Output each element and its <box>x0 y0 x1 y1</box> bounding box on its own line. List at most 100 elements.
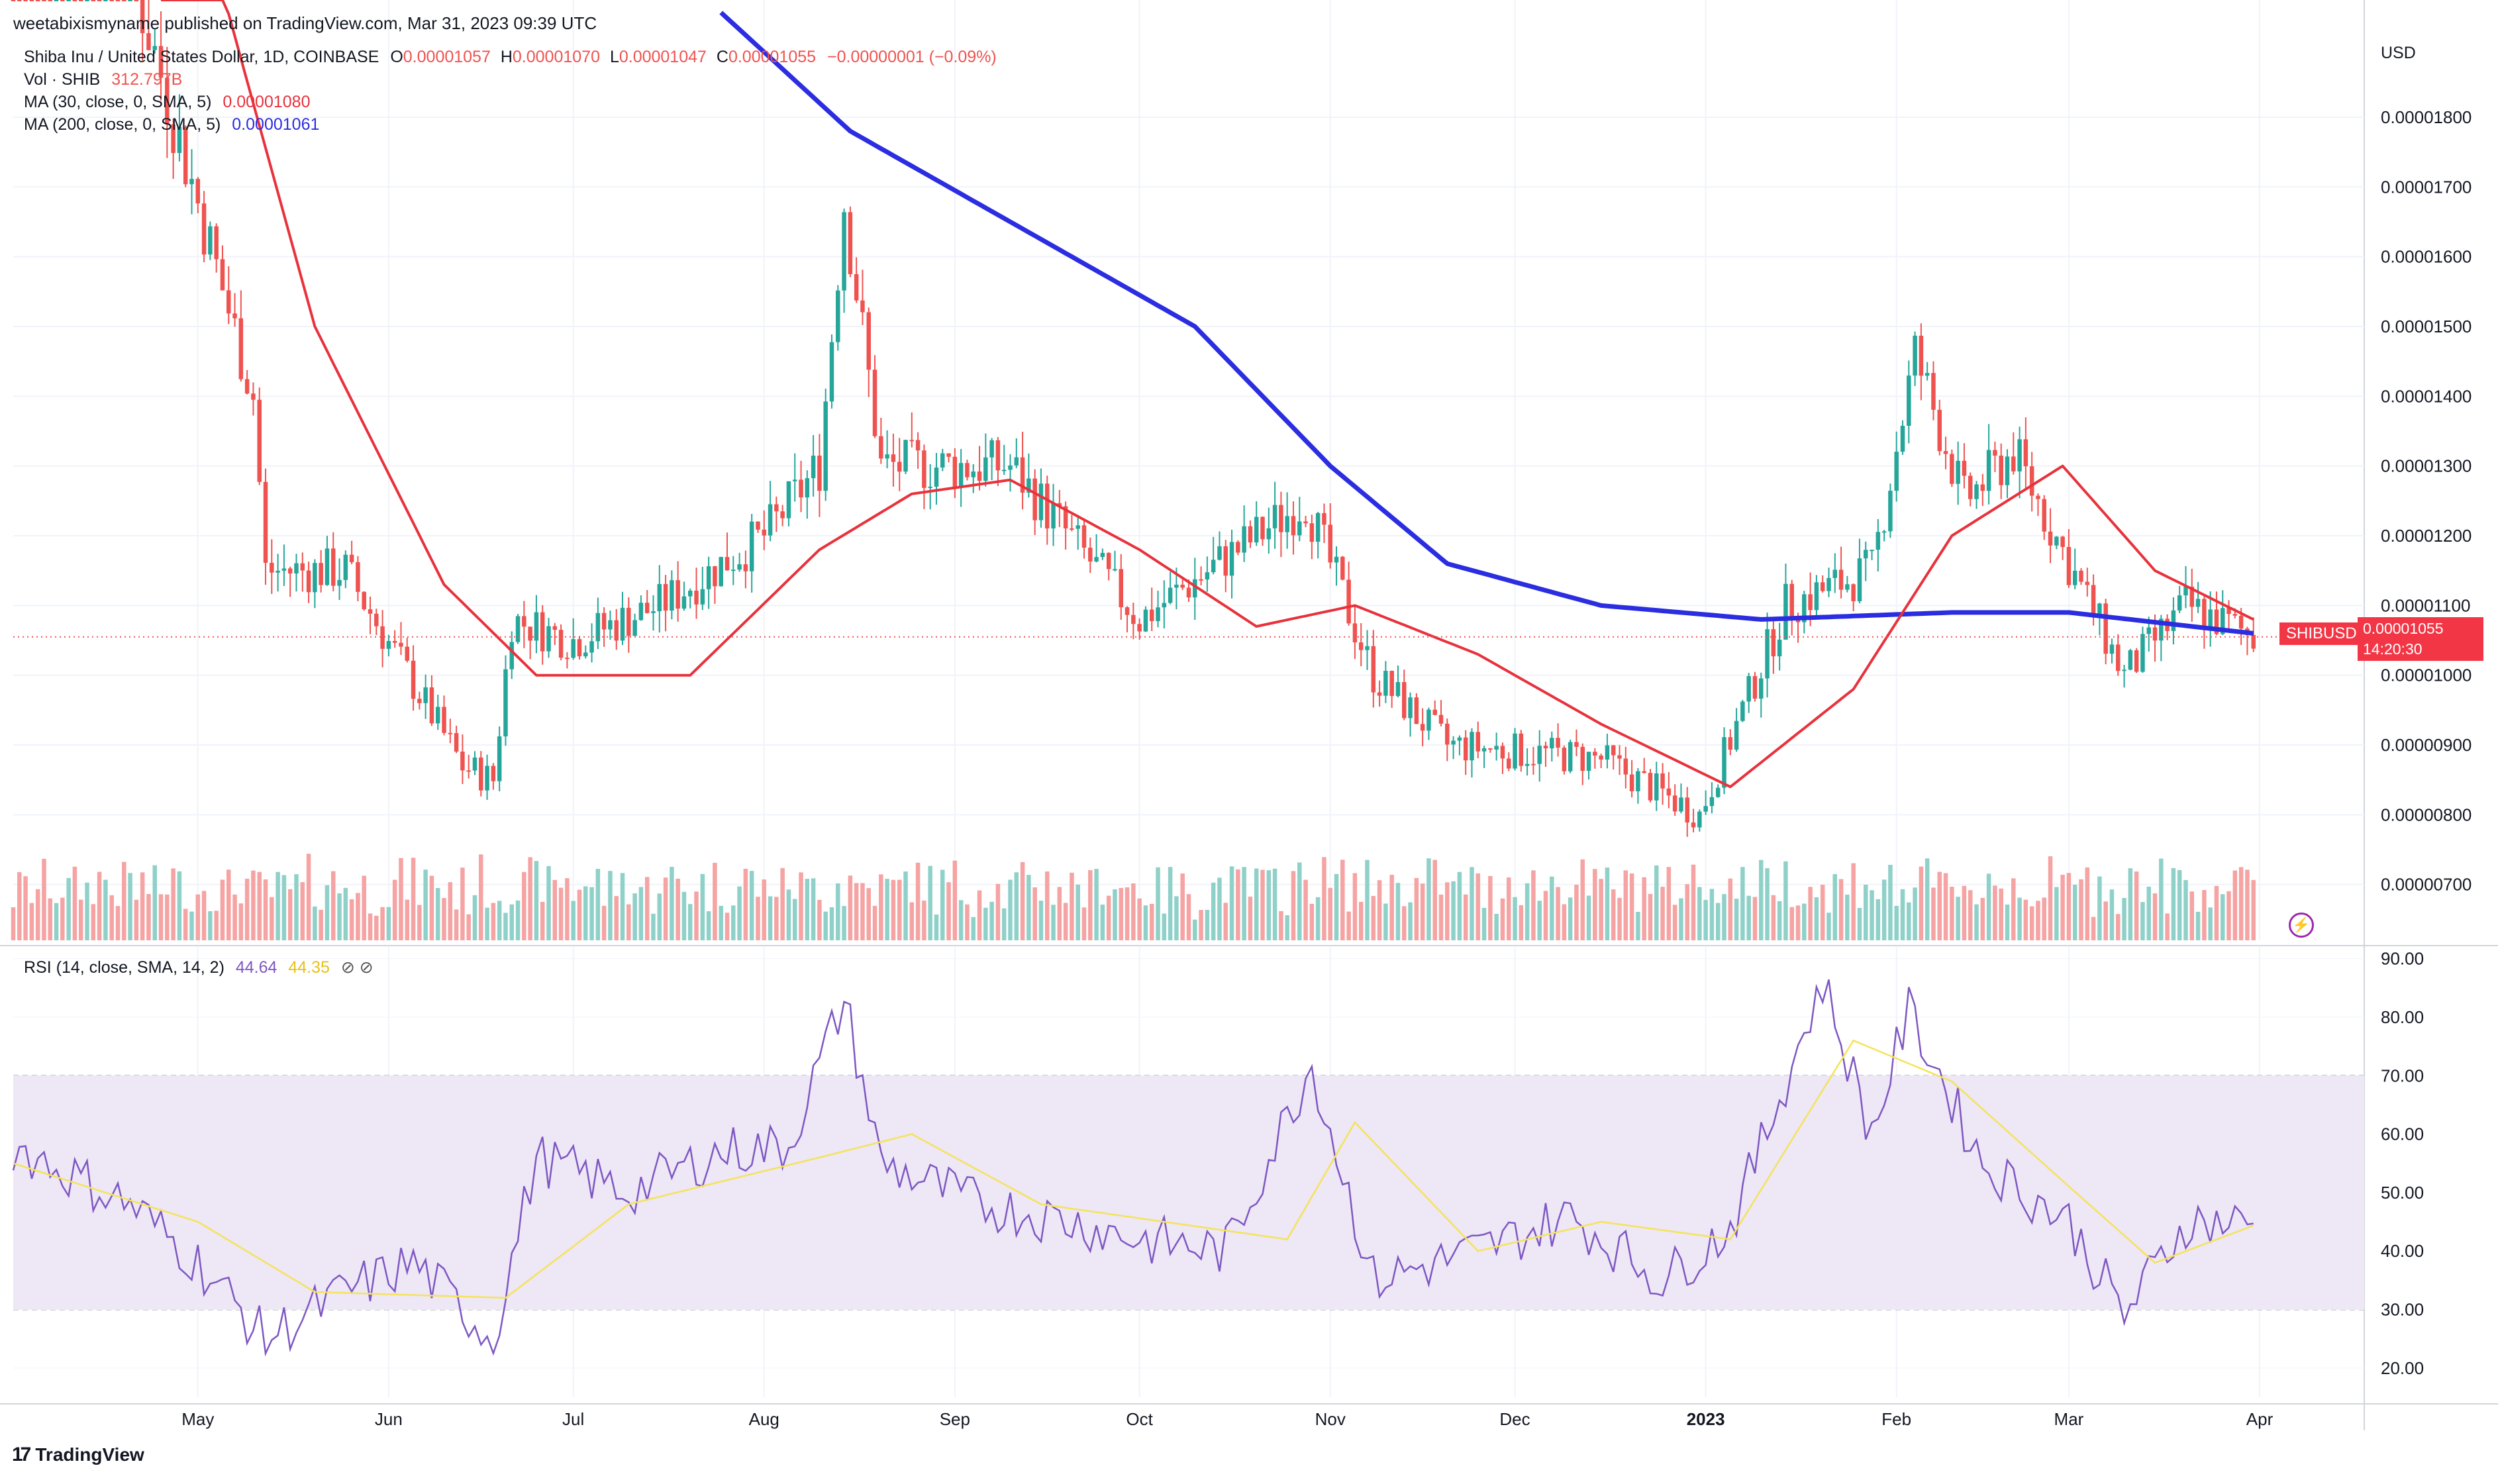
volume-bar <box>1802 903 1807 940</box>
moving-averages <box>13 0 2364 789</box>
candle-body <box>922 450 926 488</box>
volume-bar <box>2072 885 2077 940</box>
candle-body <box>362 591 366 610</box>
time-tick-label: Dec <box>1499 1409 1530 1429</box>
candle-body <box>1875 532 1881 550</box>
candle-body <box>319 563 323 585</box>
candle-body <box>1524 764 1530 766</box>
candle-body <box>208 226 213 255</box>
candle-body <box>1124 607 1130 615</box>
candle-body <box>1999 456 2003 485</box>
candle-body <box>872 370 877 436</box>
volume-bar <box>1993 885 1997 940</box>
candle-body <box>11 0 16 1</box>
volume-bar <box>1524 883 1530 940</box>
volume-bar <box>2103 901 2108 940</box>
candle-body <box>1026 478 1031 493</box>
rsi-tick-label: 60.00 <box>2381 1124 2424 1144</box>
volume-bar <box>1556 887 1560 940</box>
volume-bar <box>1100 905 1105 940</box>
rsi-lines <box>12 979 2254 1357</box>
legend-ma200-row[interactable]: MA (200, close, 0, SMA, 5) 0.00001061 <box>24 115 319 134</box>
legend-ma30-row[interactable]: MA (30, close, 0, SMA, 5) 0.00001080 <box>24 93 310 112</box>
candle-body <box>1291 516 1296 536</box>
volume-bar <box>1937 871 1942 940</box>
candle-body <box>1672 795 1677 812</box>
candle-body <box>2005 456 2010 485</box>
volume-bar <box>1180 873 1185 940</box>
candle-body <box>799 479 803 498</box>
candle-body <box>66 0 71 1</box>
volume-bar <box>1124 887 1130 940</box>
tradingview-brand[interactable]: 17 TradingView <box>12 1444 144 1466</box>
volume-bar <box>1752 897 1758 940</box>
volume-bar <box>620 873 625 940</box>
volume-bar <box>97 871 102 940</box>
tradingview-logo-icon: 17 <box>12 1444 31 1465</box>
legend-volume-row[interactable]: Vol · SHIB 312.797B <box>24 70 182 89</box>
candle-body <box>915 440 921 451</box>
legend-symbol-row[interactable]: Shiba Inu / United States Dollar, 1D, CO… <box>24 48 997 67</box>
candle-body <box>756 521 760 530</box>
volume-bar <box>1365 860 1370 940</box>
candle-body <box>971 471 975 477</box>
candle-body <box>1266 528 1272 540</box>
volume-bar <box>756 897 760 940</box>
candle-body <box>1315 513 1321 542</box>
candle-body <box>565 658 570 660</box>
volume-bar <box>719 905 723 940</box>
volume-bar <box>866 888 872 940</box>
candle-body <box>2226 608 2231 615</box>
volume-bar <box>479 854 483 940</box>
volume-value: 312.797B <box>111 70 183 89</box>
volume-bar <box>2232 870 2238 940</box>
time-tick-label: Nov <box>1315 1409 1346 1429</box>
candle-body <box>1475 732 1481 752</box>
candle-body <box>435 707 440 724</box>
volume-bar <box>829 907 834 940</box>
volume-bar <box>1494 913 1499 940</box>
volume-bar <box>1728 878 1733 940</box>
volume-bar <box>1266 870 1272 940</box>
volume-bar <box>1377 880 1382 940</box>
candle-body <box>2011 456 2016 471</box>
volume-bar <box>786 889 791 940</box>
candle-body <box>1199 579 1203 581</box>
volume-bar <box>115 906 121 940</box>
volume-bar <box>1531 870 1536 940</box>
candle-body <box>1777 639 1782 657</box>
candle-body <box>805 478 810 498</box>
volume-bar <box>1623 870 1628 940</box>
volume-bar <box>2048 856 2053 940</box>
lightning-icon[interactable]: ⚡ <box>2289 913 2314 938</box>
candle-body <box>1783 583 1788 640</box>
volume-bar <box>1888 864 1893 940</box>
volume-bar <box>171 868 175 940</box>
volume-bar <box>177 871 182 940</box>
volume-bar <box>1691 864 1696 940</box>
volume-bar <box>799 872 803 940</box>
volume-bar <box>1070 872 1074 940</box>
candle-body <box>1014 457 1019 466</box>
candle-body <box>368 609 373 614</box>
candle-body <box>109 0 114 1</box>
candle-body <box>1556 738 1560 748</box>
volume-bar <box>460 867 465 940</box>
rsi-tick-label: 80.00 <box>2381 1007 2424 1027</box>
axes: USD 0.00000700 0.00000800 0.00000900 0.00001… <box>181 44 2472 1429</box>
volume-bar <box>11 907 16 940</box>
volume-bar <box>1826 913 1831 940</box>
volume-bar <box>1371 895 1376 940</box>
candle-body <box>1562 748 1567 771</box>
legend-rsi-row[interactable]: RSI (14, close, SMA, 14, 2) 44.64 44.35 … <box>24 958 374 977</box>
volume-bar <box>281 875 287 940</box>
rsi-line <box>12 979 2254 1357</box>
volume-bar <box>1334 873 1339 940</box>
volume-bar <box>2152 893 2158 940</box>
volume-bar <box>1838 879 1844 940</box>
price-tag-price: 0.00001055 <box>2363 620 2444 637</box>
volume-bar <box>805 879 810 940</box>
volume-bar <box>2195 911 2201 940</box>
candle-body <box>1857 558 1862 601</box>
